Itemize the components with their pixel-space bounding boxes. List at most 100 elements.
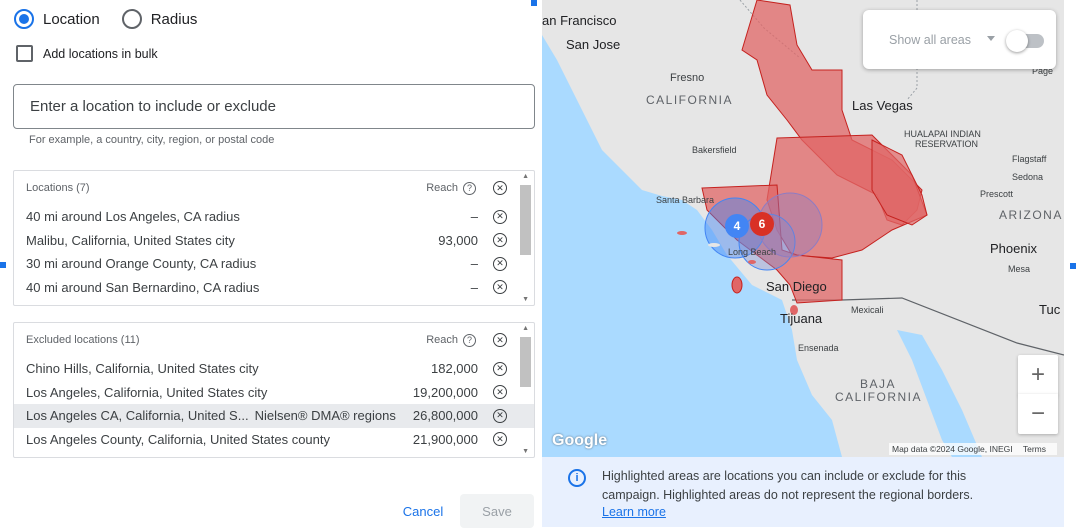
bulk-locations-label[interactable]: Add locations in bulk bbox=[43, 46, 158, 61]
remove-icon[interactable]: ✕ bbox=[493, 233, 507, 248]
list-item: Los Angeles CA, California, United S... … bbox=[14, 404, 534, 428]
location-cluster-marker[interactable]: 6 bbox=[750, 212, 774, 236]
list-item: 30 mi around Orange County, CA radius – … bbox=[14, 252, 534, 276]
remove-icon[interactable]: ✕ bbox=[493, 408, 507, 423]
remove-icon[interactable]: ✕ bbox=[493, 209, 507, 224]
toggle-knob[interactable] bbox=[1006, 30, 1028, 52]
reach-header: Reach ? bbox=[426, 181, 476, 195]
included-scrollbar[interactable] bbox=[520, 185, 531, 255]
map-label: CALIFORNIA bbox=[646, 93, 734, 107]
location-settings-panel: Location Radius Add locations in bulk Fo… bbox=[0, 0, 540, 529]
included-locations-list: Locations (7) Reach ? ✕ 40 mi around Los… bbox=[13, 170, 535, 306]
list-item: Malibu, California, United States city 9… bbox=[14, 229, 534, 253]
bulk-locations-row[interactable]: Add locations in bulk bbox=[16, 45, 158, 62]
location-search-input[interactable] bbox=[14, 85, 534, 128]
scroll-down-arrow[interactable]: ▼ bbox=[522, 448, 529, 455]
show-all-areas-control: Show all areas bbox=[863, 10, 1056, 69]
list-item: Los Angeles County, California, United S… bbox=[14, 428, 534, 452]
map-label: Bakersfield bbox=[692, 145, 737, 155]
scroll-down-arrow[interactable]: ▼ bbox=[522, 296, 529, 303]
reach-value: – bbox=[470, 279, 478, 295]
island-shape bbox=[731, 276, 743, 294]
radius-radio-label[interactable]: Radius bbox=[150, 10, 198, 28]
scroll-up-arrow[interactable]: ▲ bbox=[522, 325, 529, 332]
map-data-credit[interactable]: Map data ©2024 Google, INEGI bbox=[892, 444, 1013, 454]
remove-all-icon[interactable]: ✕ bbox=[493, 333, 507, 347]
help-icon[interactable]: ? bbox=[463, 333, 476, 347]
map-label: Tijuana bbox=[780, 311, 823, 326]
map-panel: an Francisco San Jose Fresno CALIFORNIA … bbox=[542, 0, 1064, 529]
remove-icon[interactable]: ✕ bbox=[493, 280, 507, 295]
cancel-button[interactable]: Cancel bbox=[392, 495, 454, 527]
help-icon[interactable]: ? bbox=[463, 181, 476, 195]
map-label: an Francisco bbox=[542, 13, 617, 28]
reach-label: Reach bbox=[426, 182, 458, 194]
info-icon: i bbox=[568, 469, 586, 487]
map-attribution: Map data ©2024 Google, INEGI Terms bbox=[889, 443, 1057, 455]
map-label: San Diego bbox=[766, 279, 827, 294]
resize-handle[interactable] bbox=[0, 262, 6, 268]
search-hint: For example, a country, city, region, or… bbox=[29, 134, 275, 146]
included-list-header: Locations (7) Reach ? ✕ bbox=[14, 171, 534, 205]
location-radio-label[interactable]: Location bbox=[43, 10, 100, 28]
scroll-up-arrow[interactable]: ▲ bbox=[522, 173, 529, 180]
highlighted-area bbox=[871, 139, 928, 226]
remove-icon[interactable]: ✕ bbox=[493, 361, 507, 376]
reach-label: Reach bbox=[426, 334, 458, 346]
excluded-list-header: Excluded locations (11) Reach ? ✕ bbox=[14, 323, 534, 357]
reach-value: – bbox=[470, 209, 478, 225]
map-label: San Jose bbox=[566, 37, 621, 52]
map-label: CALIFORNIA bbox=[835, 390, 923, 404]
targeting-type-group: Location Radius bbox=[14, 9, 219, 29]
map-label: Mexicali bbox=[851, 305, 884, 315]
map-canvas[interactable]: an Francisco San Jose Fresno CALIFORNIA … bbox=[542, 0, 1064, 457]
location-name: Los Angeles, California, United States c… bbox=[26, 384, 268, 400]
map-label: Las Vegas bbox=[852, 98, 913, 113]
location-name: 40 mi around San Bernardino, CA radius bbox=[26, 279, 260, 295]
reach-header: Reach ? bbox=[426, 333, 476, 347]
map-label: RESERVATION bbox=[915, 139, 979, 149]
location-search-field[interactable] bbox=[13, 84, 535, 129]
gulf-shape bbox=[897, 330, 982, 457]
remove-icon[interactable]: ✕ bbox=[493, 385, 507, 400]
save-button[interactable]: Save bbox=[460, 494, 534, 528]
remove-icon[interactable]: ✕ bbox=[493, 432, 507, 447]
map-label: ARIZONA bbox=[999, 208, 1063, 222]
zoom-out-button[interactable]: − bbox=[1018, 394, 1058, 434]
map-graphic bbox=[542, 0, 1064, 457]
map-label: Prescott bbox=[980, 189, 1014, 199]
resize-handle[interactable] bbox=[1070, 263, 1076, 269]
list-item: 40 mi around Los Angeles, CA radius – ✕ bbox=[14, 205, 534, 229]
location-name: 40 mi around Los Angeles, CA radius bbox=[26, 209, 240, 225]
list-item: Los Angeles, California, United States c… bbox=[14, 381, 534, 405]
remove-all-icon[interactable]: ✕ bbox=[493, 181, 507, 195]
location-name: Los Angeles County, California, United S… bbox=[26, 431, 330, 447]
island-shape bbox=[790, 305, 798, 315]
bulk-locations-checkbox[interactable] bbox=[16, 45, 33, 62]
list-item: Chino Hills, California, United States c… bbox=[14, 357, 534, 381]
excluded-list-title: Excluded locations (11) bbox=[26, 334, 140, 346]
learn-more-link[interactable]: Learn more bbox=[602, 505, 666, 519]
resize-handle[interactable] bbox=[531, 0, 537, 6]
excluded-scrollbar[interactable] bbox=[520, 337, 531, 387]
map-label: Flagstaff bbox=[1012, 154, 1047, 164]
map-label: Ensenada bbox=[798, 343, 839, 353]
show-all-areas-label[interactable]: Show all areas bbox=[889, 33, 971, 47]
remove-icon[interactable]: ✕ bbox=[493, 256, 507, 271]
map-label: Phoenix bbox=[990, 241, 1037, 256]
info-text: Highlighted areas are locations you can … bbox=[602, 469, 974, 502]
terms-link[interactable]: Terms bbox=[1022, 444, 1046, 454]
reach-value: 182,000 bbox=[431, 361, 478, 377]
map-label: Sedona bbox=[1012, 172, 1044, 182]
radius-radio[interactable] bbox=[121, 9, 142, 29]
location-name: Malibu, California, United States city bbox=[26, 232, 235, 248]
reach-value: – bbox=[470, 256, 478, 272]
zoom-in-button[interactable]: + bbox=[1018, 355, 1058, 395]
chevron-down-icon[interactable] bbox=[987, 36, 995, 41]
island-shape bbox=[748, 260, 756, 264]
island-shape bbox=[677, 231, 687, 235]
map-label: BAJA bbox=[860, 377, 897, 391]
location-radio[interactable] bbox=[14, 9, 34, 29]
location-cluster-marker[interactable]: 4 bbox=[725, 214, 749, 238]
map-label: HUALAPAI INDIAN bbox=[904, 129, 981, 139]
